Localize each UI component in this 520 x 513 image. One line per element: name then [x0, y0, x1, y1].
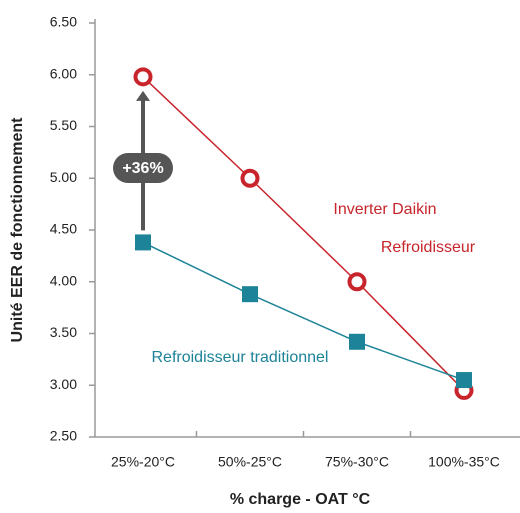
y-tick-label: 5.00	[50, 169, 77, 185]
marker	[135, 234, 151, 251]
line	[142, 241, 465, 381]
x-tick-label: 100%-35°C	[428, 454, 500, 470]
y-tick-label: 6.50	[50, 14, 77, 30]
series-label: Inverter Daikin	[333, 201, 436, 218]
marker	[456, 372, 472, 389]
marker	[240, 168, 260, 188]
x-tick-label: 50%-25°C	[218, 454, 282, 470]
x-tick-label: 75%-30°C	[325, 454, 389, 470]
y-tick-label: 3.50	[50, 324, 77, 340]
marker	[242, 286, 258, 303]
marker	[347, 272, 367, 292]
series-label: Refroidisseur	[381, 239, 476, 256]
y-tick-label: 4.00	[50, 272, 77, 288]
x-tick-label: 25%-20°C	[111, 454, 175, 470]
marker	[133, 67, 153, 87]
badge	[113, 153, 173, 183]
y-axis-title: Unité EER de fonctionnement	[9, 117, 26, 343]
x-axis-title: % charge - OAT °C	[230, 491, 371, 508]
y-tick-label: 2.50	[50, 428, 77, 444]
annotation: +36%	[122, 160, 163, 177]
series-label: Refroidisseur traditionnel	[152, 349, 329, 366]
y-tick-label: 5.50	[50, 117, 77, 133]
marker	[349, 333, 365, 350]
line	[142, 76, 465, 391]
y-tick-label: 3.00	[50, 376, 77, 392]
arrow-head	[136, 90, 150, 101]
y-tick-label: 4.50	[50, 221, 77, 237]
y-tick-label: 6.00	[50, 65, 77, 81]
